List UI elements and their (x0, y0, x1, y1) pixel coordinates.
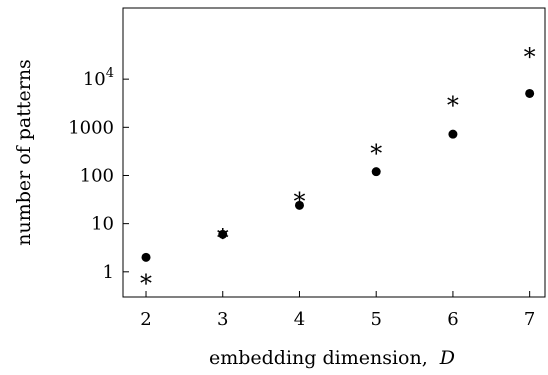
x-tick-label: 5 (370, 309, 381, 330)
x-axis-label-text: embedding dimension, (209, 347, 428, 369)
x-axis-label-variable: D (439, 347, 455, 369)
x-axis: 2 3 4 5 6 7 (140, 291, 535, 330)
y-tick-label-base: 10 (91, 214, 114, 235)
y-tick-label: 1000 (68, 117, 114, 138)
x-tick-label: 6 (447, 309, 458, 330)
asterisk-point: * (293, 188, 305, 216)
y-tick-label-base: 1 (103, 262, 114, 283)
y-tick-label: 1 (103, 262, 114, 283)
y-tick-label-base: 1000 (68, 117, 114, 138)
x-tick-label: 7 (524, 309, 535, 330)
y-tick-label-exponent: 4 (106, 66, 114, 81)
y-tick-label-base: 10 (83, 69, 106, 90)
y-tick-label: 10 (91, 214, 114, 235)
asterisk-point: * (447, 91, 459, 119)
x-tick-label: 3 (217, 309, 228, 330)
x-tick-label: 2 (140, 309, 151, 330)
y-tick-label-base: 100 (80, 165, 114, 186)
asterisk-point: * (524, 43, 536, 71)
x-axis-label: embedding dimension, D (209, 347, 455, 369)
y-axis-label: number of patterns (13, 59, 35, 246)
y-tick-label: 100 (80, 165, 114, 186)
dot-point (525, 88, 535, 98)
dot-point (218, 229, 228, 239)
x-tick-label: 4 (294, 309, 305, 330)
asterisk-point: * (370, 139, 382, 167)
dot-point (371, 167, 381, 177)
dot-point (141, 252, 151, 262)
y-tick-label: 104 (83, 66, 114, 90)
data-marks: * * * * * * (140, 43, 536, 297)
asterisk-point: * (140, 269, 152, 297)
asterisk-point: * (217, 224, 229, 252)
plot-frame (122, 7, 546, 298)
dot-point (448, 129, 458, 139)
dot-point (294, 200, 304, 210)
